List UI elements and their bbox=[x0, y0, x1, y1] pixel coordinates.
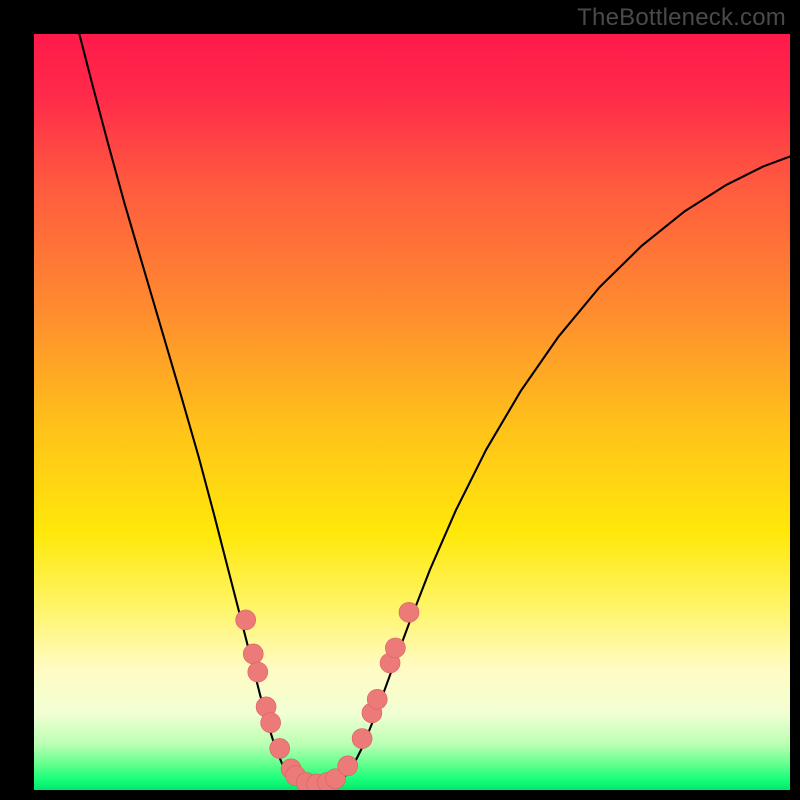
plot-canvas bbox=[0, 0, 800, 800]
data-marker bbox=[270, 738, 290, 758]
data-marker bbox=[261, 713, 281, 733]
watermark-label: TheBottleneck.com bbox=[577, 4, 786, 32]
data-marker bbox=[352, 729, 372, 749]
data-marker bbox=[385, 638, 405, 658]
data-marker bbox=[367, 689, 387, 709]
bottleneck-curve bbox=[79, 34, 790, 788]
data-marker bbox=[338, 756, 358, 776]
data-marker bbox=[236, 610, 256, 630]
data-marker bbox=[399, 602, 419, 622]
chart-stage: TheBottleneck.com bbox=[0, 0, 800, 800]
data-marker bbox=[248, 662, 268, 682]
data-marker bbox=[243, 644, 263, 664]
